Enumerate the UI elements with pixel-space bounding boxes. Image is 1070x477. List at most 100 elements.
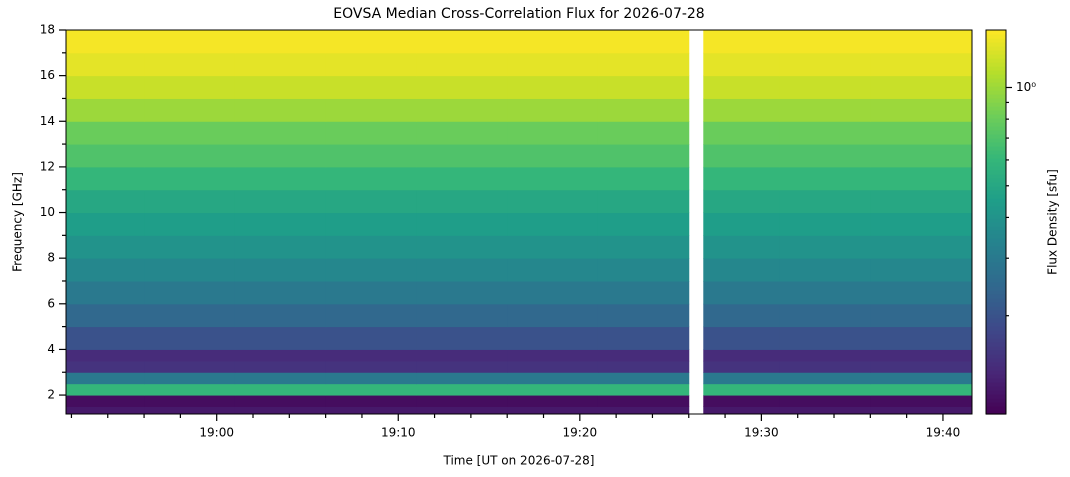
heatmap-cell <box>325 372 417 385</box>
heatmap-cell <box>234 75 327 99</box>
heatmap-cell <box>144 166 236 191</box>
x-tick-label: 19:20 <box>563 426 598 440</box>
heatmap-cell <box>416 166 508 191</box>
heatmap-cell <box>144 52 236 77</box>
heatmap-cell <box>144 360 236 373</box>
colorbar-segment <box>986 34 1006 39</box>
colorbar-segment <box>986 354 1006 359</box>
heatmap-cell <box>779 360 871 373</box>
colorbar-segment <box>986 198 1006 203</box>
colorbar-segment <box>986 378 1006 383</box>
colorbar-segment <box>986 114 1006 119</box>
heatmap-cell <box>416 303 508 328</box>
heatmap-cell <box>416 30 508 54</box>
colorbar-tick-label: 10⁰ <box>1016 80 1036 94</box>
heatmap-cell <box>870 383 973 396</box>
colorbar-segment <box>986 130 1006 135</box>
heatmap-cell <box>416 98 508 122</box>
colorbar-segment <box>986 214 1006 219</box>
heatmap-cell <box>597 395 690 407</box>
heatmap-cell <box>703 235 781 259</box>
colorbar-segment <box>986 62 1006 67</box>
heatmap-cell <box>507 166 599 191</box>
colorbar-segment <box>986 218 1006 223</box>
colorbar-segment <box>986 250 1006 255</box>
heatmap-cell <box>416 280 508 305</box>
colorbar-segment <box>986 286 1006 291</box>
heatmap-cell <box>779 52 871 77</box>
heatmap-cell <box>507 212 599 236</box>
colorbar-segment <box>986 222 1006 227</box>
colorbar-segment <box>986 338 1006 343</box>
heatmap-cell <box>870 235 973 259</box>
heatmap-cell <box>234 372 327 385</box>
heatmap-cell <box>234 258 327 282</box>
heatmap-cell <box>779 144 871 168</box>
heatmap-cell <box>507 52 599 77</box>
heatmap-cell <box>325 75 417 99</box>
heatmap-cell <box>325 406 417 415</box>
heatmap-cell <box>144 383 236 396</box>
heatmap-cell <box>325 121 417 145</box>
heatmap-cell <box>703 303 781 328</box>
heatmap-cell <box>234 406 327 415</box>
heatmap-cell <box>234 166 327 191</box>
colorbar-segment <box>986 174 1006 179</box>
heatmap-cell <box>703 98 781 122</box>
heatmap-cell <box>597 189 690 214</box>
heatmap-cell <box>66 383 145 396</box>
heatmap-cell <box>234 303 327 328</box>
colorbar-segment <box>986 366 1006 371</box>
colorbar-segment <box>986 118 1006 123</box>
heatmap-cell <box>507 258 599 282</box>
heatmap-cell <box>144 30 236 54</box>
heatmap-cell <box>325 383 417 396</box>
colorbar-segment <box>986 302 1006 307</box>
colorbar-segment <box>986 50 1006 55</box>
heatmap-cell <box>66 75 145 99</box>
heatmap-cell <box>870 326 973 350</box>
heatmap-cell <box>779 98 871 122</box>
heatmap-cell <box>870 189 973 214</box>
heatmap-cell <box>597 98 690 122</box>
heatmap-cell <box>234 395 327 407</box>
colorbar-segment <box>986 398 1006 403</box>
plot-frame <box>65 29 973 415</box>
heatmap-cell <box>870 395 973 407</box>
heatmap-cell <box>597 144 690 168</box>
heatmap-cell <box>66 349 145 362</box>
colorbar-segment <box>986 166 1006 171</box>
heatmap-cell <box>703 395 781 407</box>
heatmap-cell <box>234 121 327 145</box>
heatmap-cell <box>507 144 599 168</box>
colorbar-segment <box>986 274 1006 279</box>
heatmap-cell <box>144 75 236 99</box>
colorbar-segment <box>986 410 1006 415</box>
colorbar-segment <box>986 146 1006 151</box>
heatmap-cell <box>779 121 871 145</box>
heatmap-cell <box>66 30 145 54</box>
y-tick-label: 10 <box>40 205 55 219</box>
y-tick-label: 16 <box>40 68 55 82</box>
heatmap-cell <box>325 280 417 305</box>
colorbar-segment <box>986 162 1006 167</box>
heatmap-cell <box>416 75 508 99</box>
heatmap-cell <box>870 406 973 415</box>
y-tick-label: 6 <box>47 296 55 310</box>
heatmap-cell <box>597 406 690 415</box>
colorbar-segment <box>986 334 1006 339</box>
heatmap-cell <box>416 189 508 214</box>
colorbar-segment <box>986 182 1006 187</box>
colorbar-segment <box>986 258 1006 263</box>
heatmap-cell <box>66 212 145 236</box>
heatmap-cell <box>779 349 871 362</box>
heatmap-cell <box>66 360 145 373</box>
heatmap-cell <box>597 258 690 282</box>
heatmap-cell <box>66 280 145 305</box>
colorbar-segment <box>986 322 1006 327</box>
heatmap-cell <box>234 144 327 168</box>
x-tick-label: 19:30 <box>744 426 779 440</box>
heatmap-cell <box>325 30 417 54</box>
heatmap-cell <box>779 383 871 396</box>
